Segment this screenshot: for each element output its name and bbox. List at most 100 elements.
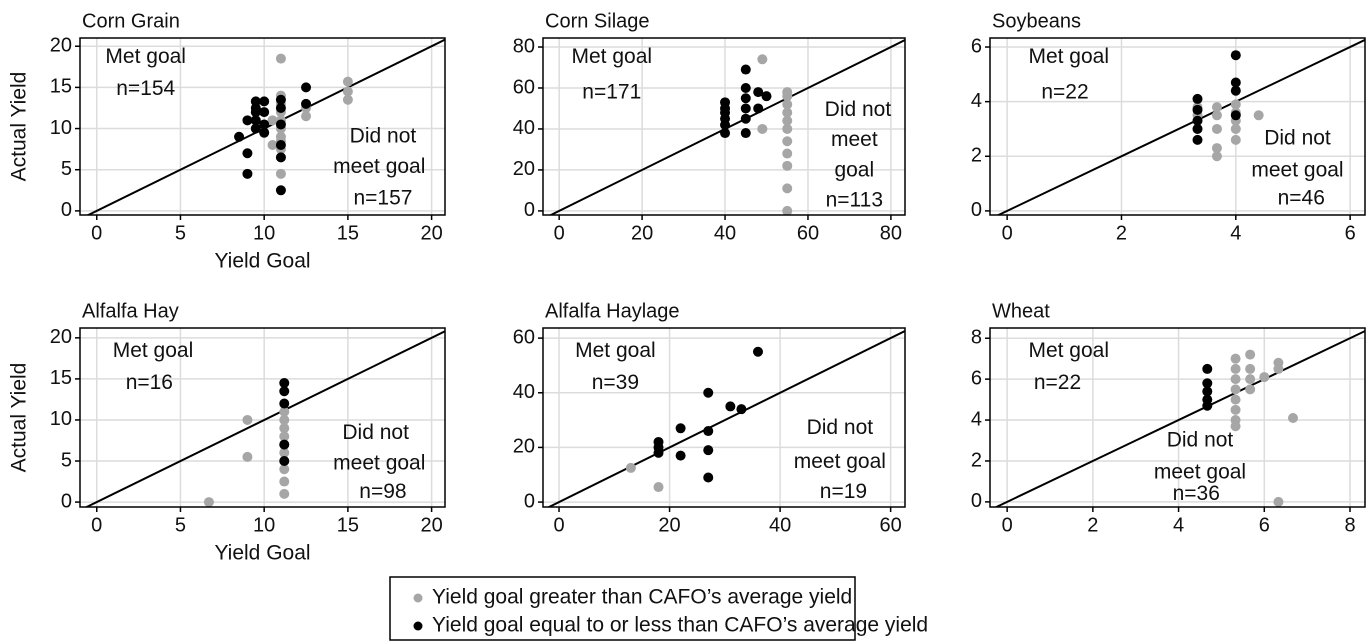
y-tick-label: 2 — [971, 145, 982, 167]
point — [301, 98, 312, 109]
point — [259, 96, 270, 107]
annotation: Did not — [342, 421, 409, 444]
annotation: n=39 — [592, 371, 639, 394]
plot-content — [996, 38, 1365, 215]
x-tick-label: 8 — [1344, 514, 1355, 536]
y-tick-label: 20 — [513, 436, 535, 458]
annotation: Met goal — [1028, 45, 1109, 68]
panel-title: Corn Grain — [82, 10, 180, 32]
point — [267, 115, 278, 126]
plot-border — [79, 37, 446, 216]
point — [242, 414, 253, 425]
x-tick-label: 80 — [880, 222, 902, 244]
point — [1273, 357, 1284, 368]
point — [1211, 123, 1222, 134]
point — [1202, 394, 1213, 405]
point — [757, 54, 768, 65]
y-tick-label: 8 — [971, 327, 982, 349]
point — [782, 136, 793, 147]
point — [279, 423, 290, 434]
plot-content — [994, 329, 1365, 507]
x-axis-label: Yield Goal — [214, 542, 310, 565]
point — [725, 401, 736, 412]
point — [1245, 374, 1256, 385]
x-axis-label: Yield Goal — [214, 250, 310, 273]
point — [242, 451, 253, 462]
point — [1192, 123, 1203, 134]
plot-content — [84, 330, 445, 507]
point — [1230, 404, 1241, 415]
plot-area — [80, 328, 445, 507]
point — [675, 450, 686, 461]
point — [1230, 77, 1241, 88]
y-tick-label: 0 — [524, 490, 535, 512]
annotation: Met goal — [572, 45, 653, 68]
point — [301, 82, 312, 93]
point — [653, 482, 664, 493]
point — [1192, 93, 1203, 104]
point — [275, 185, 286, 196]
point — [242, 168, 253, 179]
plot-border — [542, 37, 906, 216]
point — [250, 123, 261, 134]
plot-border — [542, 327, 906, 508]
point — [1273, 496, 1284, 507]
point — [1230, 123, 1241, 134]
annotation: meet goal — [794, 450, 886, 473]
x-tick-label: 5 — [175, 222, 186, 244]
point — [782, 87, 793, 98]
x-tick-label: 15 — [337, 514, 359, 536]
point — [279, 464, 290, 475]
x-tick-label: 60 — [797, 222, 819, 244]
reference-line — [996, 38, 1365, 215]
x-tick-label: 4 — [1173, 514, 1184, 536]
x-tick-label: 0 — [91, 514, 102, 536]
x-tick-label: 60 — [880, 514, 902, 536]
point — [242, 115, 253, 126]
point — [703, 426, 714, 437]
plot-border — [989, 37, 1366, 216]
y-axis-label: Actual Yield — [8, 72, 31, 182]
y-tick-label: 60 — [513, 76, 535, 98]
plot-content — [86, 38, 445, 215]
point — [1230, 394, 1241, 405]
point — [1211, 102, 1222, 113]
point — [1288, 413, 1298, 424]
x-tick-label: 20 — [631, 222, 653, 244]
point — [720, 128, 731, 139]
annotation: Met goal — [575, 339, 656, 362]
x-tick-label: 10 — [253, 222, 275, 244]
annotation: n=154 — [116, 77, 175, 100]
point — [782, 148, 793, 159]
point — [1211, 151, 1222, 162]
point — [342, 94, 353, 105]
y-tick-label: 4 — [971, 408, 982, 430]
y-tick-label: 20 — [513, 158, 535, 180]
point — [1230, 134, 1241, 145]
plot-area — [990, 38, 1365, 215]
point — [279, 476, 290, 487]
point — [740, 128, 751, 139]
point — [703, 445, 714, 456]
point — [1230, 415, 1241, 426]
point — [1230, 363, 1241, 374]
point — [1230, 374, 1241, 385]
x-tick-label: 10 — [253, 514, 275, 536]
point — [279, 431, 290, 442]
annotation: n=22 — [1041, 80, 1088, 103]
point — [720, 97, 731, 108]
annotation: n=22 — [1034, 371, 1081, 394]
point — [279, 406, 290, 417]
point — [250, 115, 261, 126]
point — [1192, 115, 1203, 126]
x-tick-label: 20 — [658, 514, 680, 536]
plot-area — [543, 328, 905, 507]
point — [250, 96, 261, 107]
annotation: n=36 — [1173, 482, 1220, 505]
point — [1230, 353, 1241, 364]
y-tick-label: 40 — [513, 117, 535, 139]
legend-label: Yield goal greater than CAFO’s average y… — [432, 586, 852, 609]
point — [275, 168, 286, 179]
point — [752, 346, 763, 357]
legend-marker — [413, 621, 423, 631]
